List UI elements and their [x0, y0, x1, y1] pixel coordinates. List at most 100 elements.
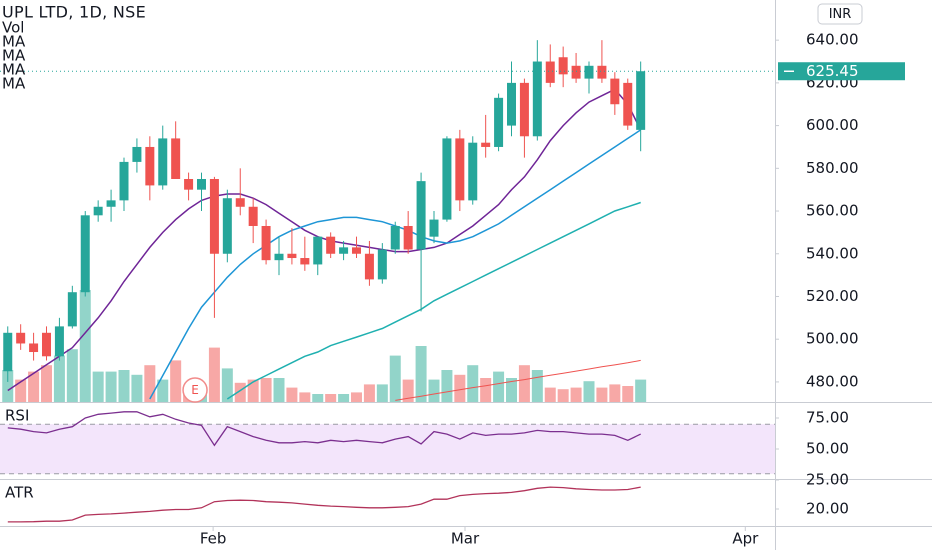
symbol-title: UPL LTD, 1D, NSE [2, 3, 146, 22]
moving-average [7, 88, 642, 392]
candle-body [481, 142, 491, 147]
candle-body [197, 178, 206, 190]
candle-body [352, 247, 361, 254]
candle-body [403, 225, 413, 250]
volume-bar [531, 370, 543, 402]
candle-body [364, 253, 374, 280]
candle-body [222, 198, 232, 254]
rsi-tick-label: 75.00 [806, 409, 849, 427]
moving-average [395, 359, 641, 401]
volume-bar [402, 379, 414, 402]
candle-body [171, 138, 181, 179]
rsi-band [0, 424, 775, 474]
moving-average [226, 201, 641, 400]
legend-ma: MA [2, 61, 26, 79]
rsi-label: RSI [5, 407, 29, 425]
volume-bar [273, 378, 285, 402]
volume-bar [131, 374, 143, 402]
candle-body [416, 181, 426, 250]
y-tick-label: 600.00 [806, 116, 859, 134]
candle-body [636, 71, 646, 130]
volume-bar [247, 379, 259, 402]
candle-body [584, 65, 594, 79]
volume-bar [570, 387, 582, 402]
volume-bar [441, 370, 453, 402]
y-tick-label: 560.00 [806, 202, 859, 220]
last-price-label: 625.45 [806, 62, 859, 80]
candle-body [571, 65, 581, 79]
volume-bar [518, 365, 530, 402]
volume-bar [234, 382, 246, 402]
volume-bar [351, 392, 362, 402]
candle-body [519, 82, 529, 137]
candle-body [300, 258, 310, 265]
legend-ma: MA [2, 47, 26, 65]
y-tick-label: 480.00 [806, 372, 859, 390]
volume-bar [415, 346, 427, 402]
candle-body [235, 198, 245, 207]
x-tick-label: Mar [451, 530, 480, 548]
legend-ma: MA [2, 75, 26, 93]
atr-label: ATR [5, 484, 34, 502]
candle-body [16, 332, 26, 344]
candle-body [442, 138, 452, 220]
volume-bar [92, 371, 104, 402]
volume-bar [363, 384, 375, 402]
rsi-tick-label: 25.00 [806, 470, 849, 488]
volume-bar [286, 387, 298, 402]
candle-body [558, 57, 568, 75]
candle-body [119, 161, 129, 201]
volume-bar [454, 374, 466, 402]
x-tick-label: Feb [200, 530, 227, 548]
volume-bar [338, 394, 350, 402]
volume-bar [79, 290, 91, 402]
last-price-badge [778, 62, 905, 81]
candle-body [67, 292, 77, 327]
candle-body [132, 146, 142, 162]
volume-bar [480, 378, 492, 402]
candle-body [610, 78, 620, 105]
candle-body [390, 225, 400, 250]
volume-bar [376, 384, 388, 402]
candle-body [145, 146, 155, 186]
volume-bar [2, 370, 14, 402]
x-tick-label: Apr [732, 530, 759, 548]
candle-body [29, 343, 39, 353]
y-tick-label: 640.00 [806, 31, 859, 49]
candle-body [455, 138, 465, 201]
y-tick-label: 580.00 [806, 159, 859, 177]
volume-bar [389, 355, 401, 402]
volume-bar [66, 349, 78, 402]
main-pane [2, 40, 647, 402]
candle-body [597, 65, 607, 79]
candle-body [507, 82, 516, 126]
volume-bar [609, 384, 621, 402]
candle-body [287, 253, 297, 259]
candle-body [339, 247, 349, 254]
candle-body [623, 82, 633, 126]
candle-body [377, 249, 387, 280]
legend-ma: MA [2, 33, 26, 51]
candle-body [42, 332, 51, 357]
y-tick-label: 520.00 [806, 287, 859, 305]
candle-body [429, 219, 439, 237]
volume-bar [53, 355, 65, 402]
candle-body [158, 138, 168, 186]
candle-body [261, 225, 271, 261]
volume-bar [467, 365, 479, 402]
candle-body [545, 61, 555, 83]
candle-body [313, 236, 323, 265]
candle-body [54, 326, 64, 357]
volume-bar [208, 347, 220, 402]
currency-button[interactable] [817, 3, 863, 25]
volume-bar [493, 371, 505, 402]
candle-body [106, 200, 116, 207]
volume-bar [428, 379, 440, 402]
volume-bar [41, 365, 52, 402]
earnings-marker [182, 377, 208, 403]
currency-label[interactable]: INR [829, 7, 852, 22]
candle-body [3, 332, 13, 372]
volume-bar [105, 371, 117, 402]
volume-bar [260, 378, 272, 402]
